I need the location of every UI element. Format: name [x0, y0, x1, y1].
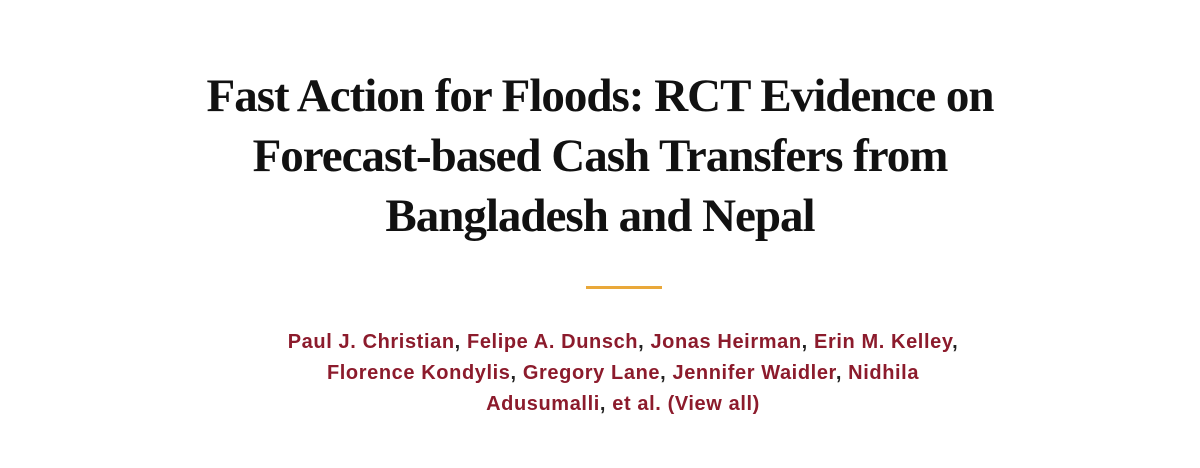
author-link[interactable]: Florence Kondylis	[327, 362, 517, 384]
paper-title: Fast Action for Floods: RCT Evidence on …	[206, 70, 994, 242]
divider	[586, 286, 662, 289]
author-list: Paul J. Christian Felipe A. Dunsch Jonas…	[270, 327, 976, 420]
author-link[interactable]: Jonas Heirman	[650, 331, 807, 353]
author-link[interactable]: Felipe A. Dunsch	[467, 331, 644, 353]
view-all-link[interactable]: et al. (View all)	[612, 393, 760, 415]
author-link[interactable]: Erin M. Kelley	[814, 331, 958, 353]
author-link[interactable]: Paul J. Christian	[288, 331, 461, 353]
author-link[interactable]: Gregory Lane	[523, 362, 666, 384]
author-link[interactable]: Jennifer Waidler	[672, 362, 842, 384]
